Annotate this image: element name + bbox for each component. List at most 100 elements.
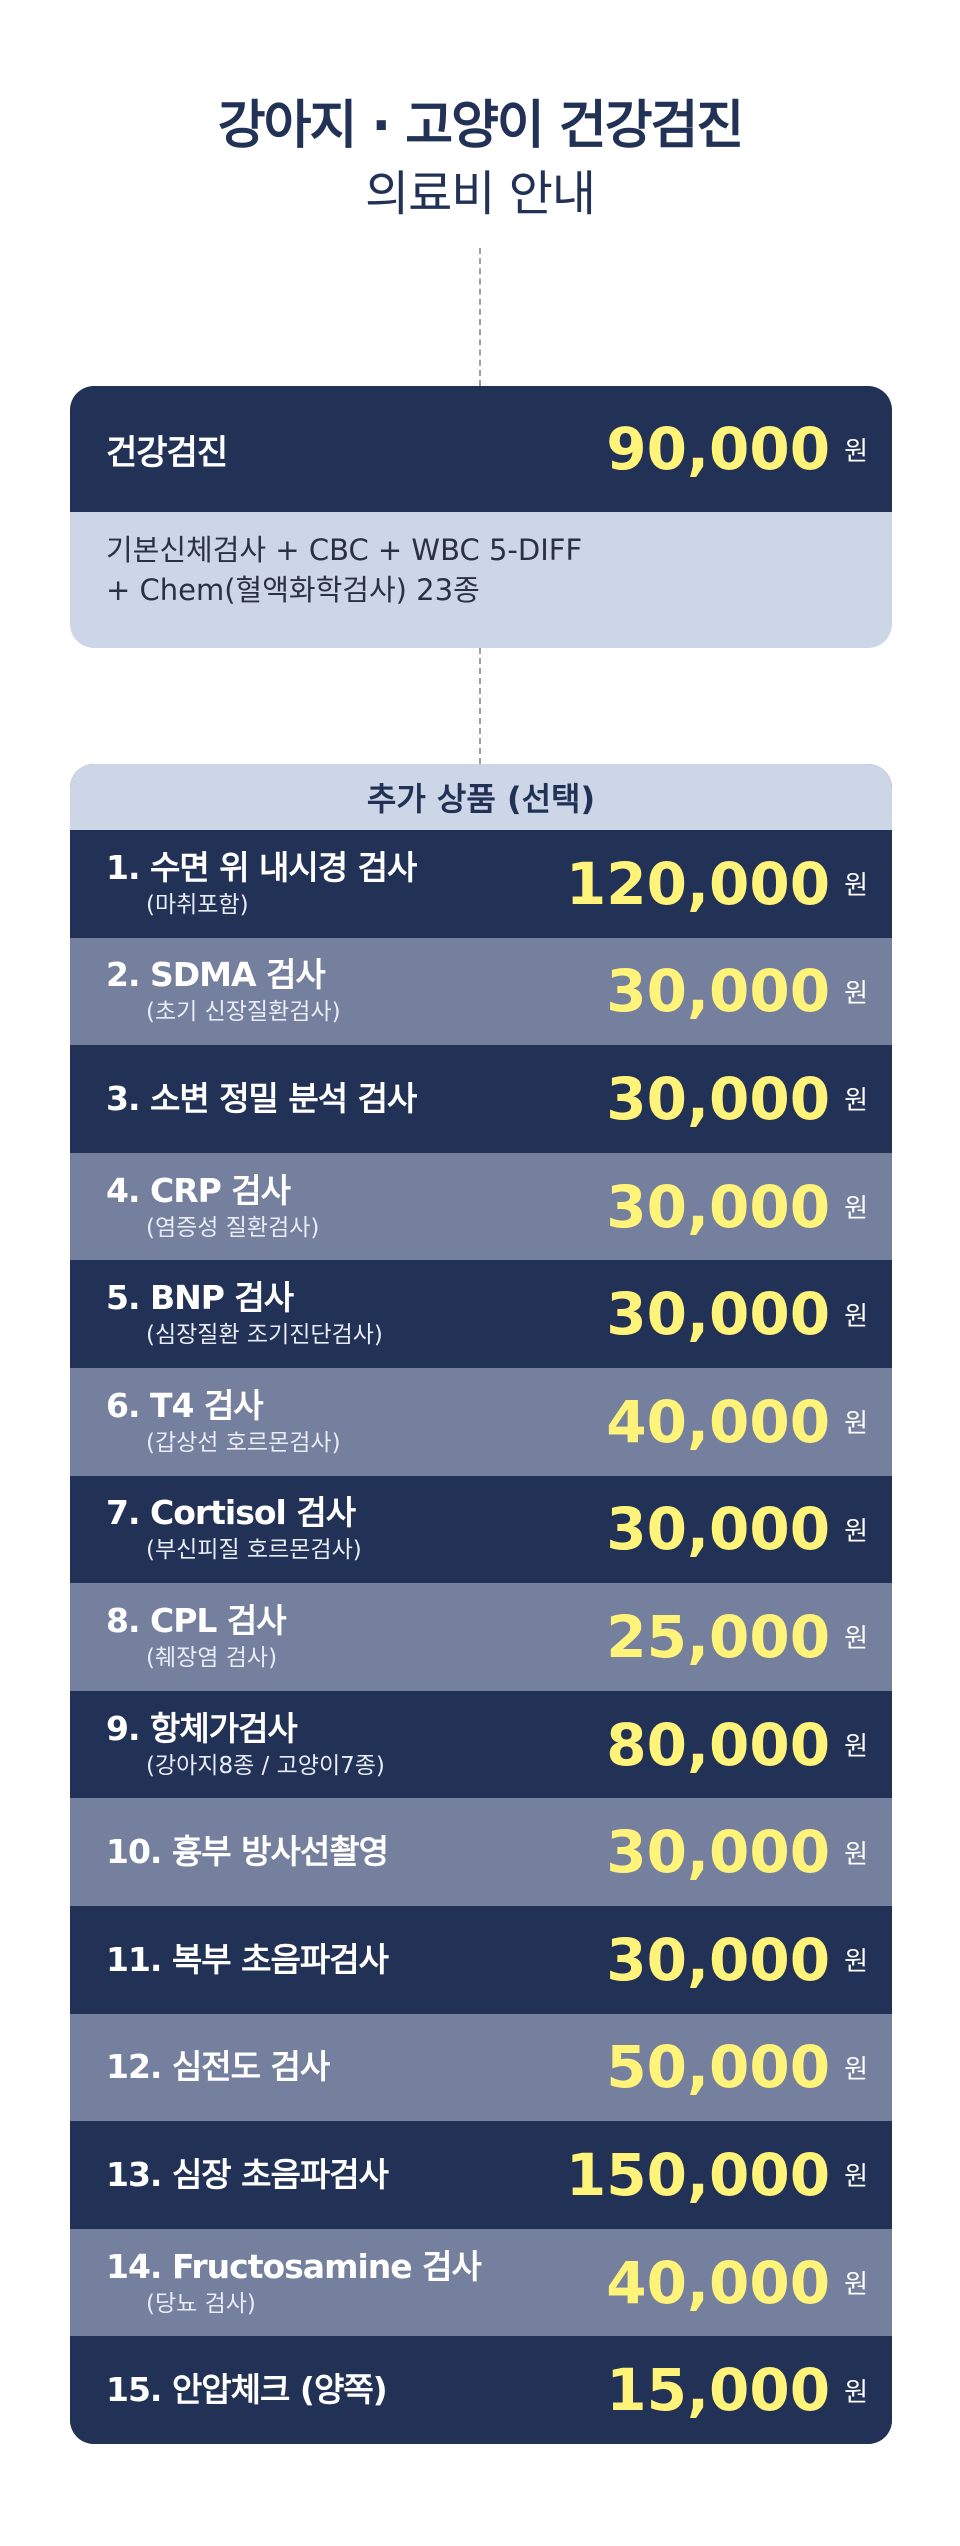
optional-item-currency: 원 [844, 871, 868, 902]
optional-item-name: 15. 안압체크 (양쪽) [106, 2370, 388, 2410]
optional-item-row: 4. CRP 검사 (염증성 질환검사) 30,000 원 [70, 1152, 892, 1261]
optional-item-currency: 원 [844, 1732, 868, 1763]
optional-items-heading: 추가 상품 (선택) [70, 764, 892, 830]
optional-item-price-group: 40,000 원 [606, 2249, 868, 2317]
optional-item-name: 8. CPL 검사 [106, 1600, 287, 1640]
optional-item-price-group: 120,000 원 [566, 850, 868, 918]
optional-item-row: 11. 복부 초음파검사 30,000 원 [70, 1905, 892, 2014]
optional-item-row: 8. CPL 검사 (췌장염 검사) 25,000 원 [70, 1583, 892, 1691]
optional-item-price: 30,000 [606, 1925, 831, 1994]
optional-item-label: 6. T4 검사 (갑상선 호르몬검사) [106, 1385, 341, 1459]
optional-item-note: (췌장염 검사) [146, 1644, 278, 1671]
optional-item-currency: 원 [844, 2377, 868, 2408]
optional-item-price: 50,000 [606, 2033, 831, 2102]
optional-item-label: 7. Cortisol 검사 (부신피질 호르몬검사) [106, 1492, 362, 1566]
optional-item-name: 2. SDMA 검사 [106, 955, 326, 995]
optional-item-price-group: 150,000 원 [566, 2141, 868, 2209]
connector-line-top [479, 248, 481, 386]
optional-item-note: (염증성 질환검사) [146, 1214, 320, 1241]
optional-item-label: 14. Fructosamine 검사 (당뇨 검사) [106, 2246, 482, 2320]
basic-price-group: 90,000 원 [606, 415, 868, 483]
optional-item-label: 5. BNP 검사 (심장질환 조기진단검사) [106, 1277, 383, 1351]
optional-item-label: 4. CRP 검사 (염증성 질환검사) [106, 1170, 319, 1244]
optional-item-currency: 원 [844, 2054, 868, 2085]
optional-item-price-group: 30,000 원 [606, 1173, 868, 1241]
optional-item-name: 13. 심장 초음파검사 [106, 2154, 389, 2194]
basic-checkup-header: 건강검진 90,000 원 [70, 386, 892, 512]
basic-price: 90,000 [606, 415, 831, 483]
optional-item-name: 4. CRP 검사 [106, 1170, 291, 1210]
optional-item-row: 7. Cortisol 검사 (부신피질 호르몬검사) 30,000 원 [70, 1475, 892, 1584]
optional-item-price-group: 30,000 원 [606, 1280, 868, 1348]
optional-item-name: 10. 흉부 방사선촬영 [106, 1832, 389, 1872]
optional-item-note: (심장질환 조기진단검사) [146, 1322, 383, 1349]
optional-item-price: 30,000 [606, 957, 831, 1026]
optional-item-currency: 원 [844, 1839, 868, 1870]
optional-item-currency: 원 [844, 1516, 868, 1547]
optional-item-name: 9. 항체가검사 [106, 1708, 298, 1748]
optional-items-list: 1. 수면 위 내시경 검사 (마취포함) 120,000 원 2. SDMA 검사 (초… [70, 830, 892, 2444]
optional-item-price-group: 80,000 원 [606, 1711, 868, 1779]
optional-item-name: 7. Cortisol 검사 [106, 1493, 356, 1533]
title-sub: 의료비 안내 [364, 166, 596, 222]
optional-item-price-group: 50,000 원 [606, 2033, 868, 2101]
optional-item-price: 30,000 [606, 1172, 831, 1241]
optional-item-price: 30,000 [606, 1064, 831, 1133]
optional-item-price-group: 15,000 원 [606, 2356, 868, 2424]
optional-item-name: 3. 소변 정밀 분석 검사 [106, 1078, 417, 1118]
optional-item-price-group: 30,000 원 [606, 957, 868, 1025]
optional-item-name: 14. Fructosamine 검사 [106, 2246, 482, 2286]
optional-item-price: 25,000 [606, 1602, 831, 1671]
optional-item-label: 12. 심전도 검사 [106, 2046, 330, 2088]
optional-item-currency: 원 [844, 1947, 868, 1978]
optional-item-row: 13. 심장 초음파검사 150,000 원 [70, 2121, 892, 2229]
optional-items-card: 추가 상품 (선택) 1. 수면 위 내시경 검사 (마취포함) 120,000 원 2… [70, 764, 892, 2444]
optional-item-currency: 원 [844, 978, 868, 1009]
optional-item-note: (강아지8종 / 고양이7종) [146, 1752, 385, 1779]
title-main: 강아지 · 고양이 건강검진 [217, 96, 744, 156]
optional-item-currency: 원 [844, 1624, 868, 1655]
optional-item-name: 12. 심전도 검사 [106, 2047, 330, 2087]
optional-item-note: (초기 신장질환검사) [146, 999, 341, 1026]
optional-item-row: 9. 항체가검사 (강아지8종 / 고양이7종) 80,000 원 [70, 1690, 892, 1799]
optional-item-name: 5. BNP 검사 [106, 1278, 294, 1318]
optional-item-price: 30,000 [606, 1280, 831, 1349]
optional-item-price-group: 30,000 원 [606, 1065, 868, 1133]
optional-item-currency: 원 [844, 1301, 868, 1332]
optional-item-note: (갑상선 호르몬검사) [146, 1429, 341, 1456]
optional-item-price: 120,000 [565, 849, 831, 918]
basic-checkup-description: 기본신체검사 + CBC + WBC 5-DIFF + Chem(혈액화학검사)… [70, 512, 892, 628]
optional-item-price-group: 30,000 원 [606, 1926, 868, 1994]
page-title: 강아지 · 고양이 건강검진 의료비 안내 [0, 90, 960, 226]
optional-item-price-group: 40,000 원 [606, 1388, 868, 1456]
optional-item-row: 6. T4 검사 (갑상선 호르몬검사) 40,000 원 [70, 1367, 892, 1476]
optional-item-price: 80,000 [606, 1710, 831, 1779]
optional-item-label: 3. 소변 정밀 분석 검사 [106, 1078, 417, 1120]
optional-item-row: 1. 수면 위 내시경 검사 (마취포함) 120,000 원 [70, 830, 892, 938]
optional-item-currency: 원 [844, 1194, 868, 1225]
optional-item-note: (부신피질 호르몬검사) [146, 1537, 362, 1564]
optional-item-row: 5. BNP 검사 (심장질환 조기진단검사) 30,000 원 [70, 1260, 892, 1368]
optional-item-note: (마취포함) [146, 891, 249, 918]
optional-item-price-group: 25,000 원 [606, 1603, 868, 1671]
basic-checkup-card: 건강검진 90,000 원 기본신체검사 + CBC + WBC 5-DIFF … [70, 386, 892, 648]
connector-line-middle [479, 648, 481, 764]
optional-item-price: 150,000 [565, 2140, 831, 2209]
optional-item-note: (당뇨 검사) [146, 2290, 256, 2317]
optional-item-label: 1. 수면 위 내시경 검사 (마취포함) [106, 847, 417, 921]
optional-item-label: 13. 심장 초음파검사 [106, 2154, 389, 2196]
basic-checkup-name: 건강검진 [106, 432, 228, 473]
optional-item-currency: 원 [844, 2162, 868, 2193]
optional-item-row: 3. 소변 정밀 분석 검사 30,000 원 [70, 1045, 892, 1153]
optional-item-price-group: 30,000 원 [606, 1495, 868, 1563]
basic-desc-line-1: 기본신체검사 + CBC + WBC 5-DIFF [106, 533, 583, 567]
optional-item-price: 40,000 [606, 2248, 831, 2317]
optional-item-row: 14. Fructosamine 검사 (당뇨 검사) 40,000 원 [70, 2228, 892, 2337]
optional-item-row: 10. 흉부 방사선촬영 30,000 원 [70, 1798, 892, 1906]
optional-item-label: 11. 복부 초음파검사 [106, 1939, 389, 1981]
optional-item-name: 6. T4 검사 [106, 1385, 264, 1425]
optional-item-price: 40,000 [606, 1387, 831, 1456]
optional-item-label: 9. 항체가검사 (강아지8종 / 고양이7종) [106, 1708, 385, 1782]
optional-item-label: 8. CPL 검사 (췌장염 검사) [106, 1600, 287, 1674]
optional-item-label: 2. SDMA 검사 (초기 신장질환검사) [106, 954, 341, 1028]
